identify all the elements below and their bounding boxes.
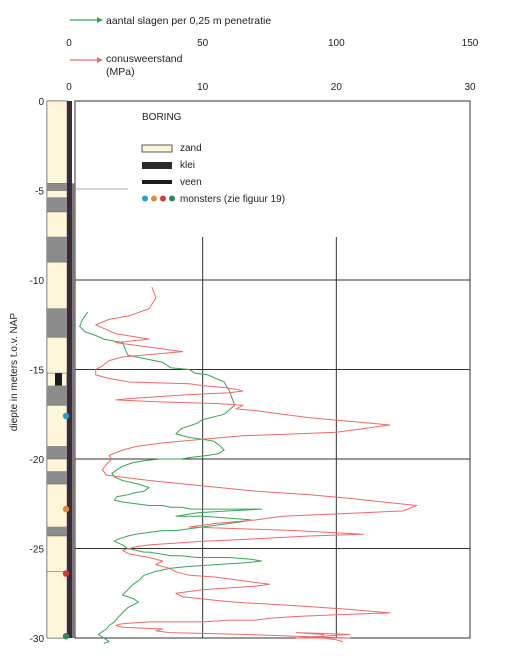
blows-ticks: 0 50 100 150	[66, 38, 479, 49]
legend-dot-2	[160, 195, 166, 202]
legend-sand-label: zand	[180, 143, 202, 154]
boring-layer-0	[46, 100, 68, 184]
cone-tick-1: 10	[197, 82, 209, 93]
y-ticks: 0 -5 -10 -15 -20 -25 -30	[30, 97, 45, 645]
boring-layer-4	[46, 211, 68, 238]
legend-sand-swatch	[141, 144, 173, 153]
y-tick-2: -10	[30, 276, 45, 287]
legend-blows-arrow	[70, 17, 103, 23]
y-tick-1: -5	[35, 187, 44, 198]
blows-tick-2: 100	[328, 38, 345, 49]
boring-layer-3	[47, 197, 67, 212]
legend-clay-label: klei	[180, 160, 195, 171]
boring-strip	[67, 101, 72, 638]
boring-layer-18	[46, 571, 68, 639]
legend-peat-swatch	[142, 180, 172, 184]
grid	[75, 237, 470, 638]
boring-layer-9	[55, 373, 62, 386]
sample-dot-1	[62, 505, 70, 513]
blows-tick-3: 150	[462, 38, 479, 49]
legend-cone-arrow	[70, 57, 103, 63]
boring-layer-17	[46, 535, 68, 573]
legend-dot-0	[142, 195, 148, 202]
series-line-0	[79, 311, 262, 644]
legend-cone-label: conusweerstand	[106, 53, 183, 65]
legend-box: BORING zand klei veen monsters (zie figu…	[141, 112, 285, 205]
cone-ticks: 0 10 20 30	[66, 82, 476, 93]
y-tick-4: -20	[30, 455, 45, 466]
series-lines	[79, 287, 417, 644]
legend-clay-swatch	[142, 162, 172, 169]
boring-layer-15	[46, 483, 68, 528]
boring-layer-13	[46, 458, 68, 472]
y-tick-0: 0	[38, 97, 44, 108]
y-axis-label: diepte in meters t.o.v. NAP	[9, 313, 20, 432]
legend-samples-label: monsters (zie figuur 19)	[180, 194, 285, 205]
legend-dot-3	[169, 195, 175, 202]
boring-layer-10	[47, 385, 67, 406]
blows-tick-1: 50	[197, 38, 209, 49]
legend-sample-dots	[142, 195, 175, 202]
cone-tick-2: 20	[331, 82, 343, 93]
boring-layer-5	[47, 237, 67, 263]
boring-strip-grey	[72, 183, 75, 638]
boring-layer-8	[46, 337, 68, 374]
cone-tick-0: 0	[66, 82, 72, 93]
legend-blows-label: aantal slagen per 0,25 m penetratie	[106, 15, 271, 27]
boring-layer-16	[47, 527, 67, 536]
y-tick-5: -25	[30, 545, 45, 556]
boring-layer-11	[46, 405, 68, 447]
boring-layer-2	[46, 190, 68, 198]
blows-tick-0: 0	[66, 38, 72, 49]
cone-tick-3: 30	[464, 82, 476, 93]
sample-dot-3	[62, 633, 70, 640]
legend-peat-label: veen	[180, 177, 202, 188]
boring-layer-14	[47, 471, 67, 485]
sample-dot-2	[62, 570, 70, 577]
sample-dot-0	[62, 412, 70, 420]
boring-column	[46, 100, 75, 640]
legend-cone-unit: (MPa)	[106, 66, 135, 78]
boring-layer-7	[47, 308, 67, 338]
boring-layer-12	[47, 446, 67, 459]
series-line-1	[95, 287, 417, 643]
boring-layer-6	[46, 261, 68, 309]
legend-box-title: BORING	[142, 112, 182, 123]
y-tick-3: -15	[30, 366, 45, 377]
legend-top: aantal slagen per 0,25 m penetratie 0 50 1…	[66, 15, 479, 93]
boring-layer-1	[47, 183, 67, 191]
legend-dot-1	[151, 195, 157, 202]
y-tick-6: -30	[30, 634, 45, 645]
